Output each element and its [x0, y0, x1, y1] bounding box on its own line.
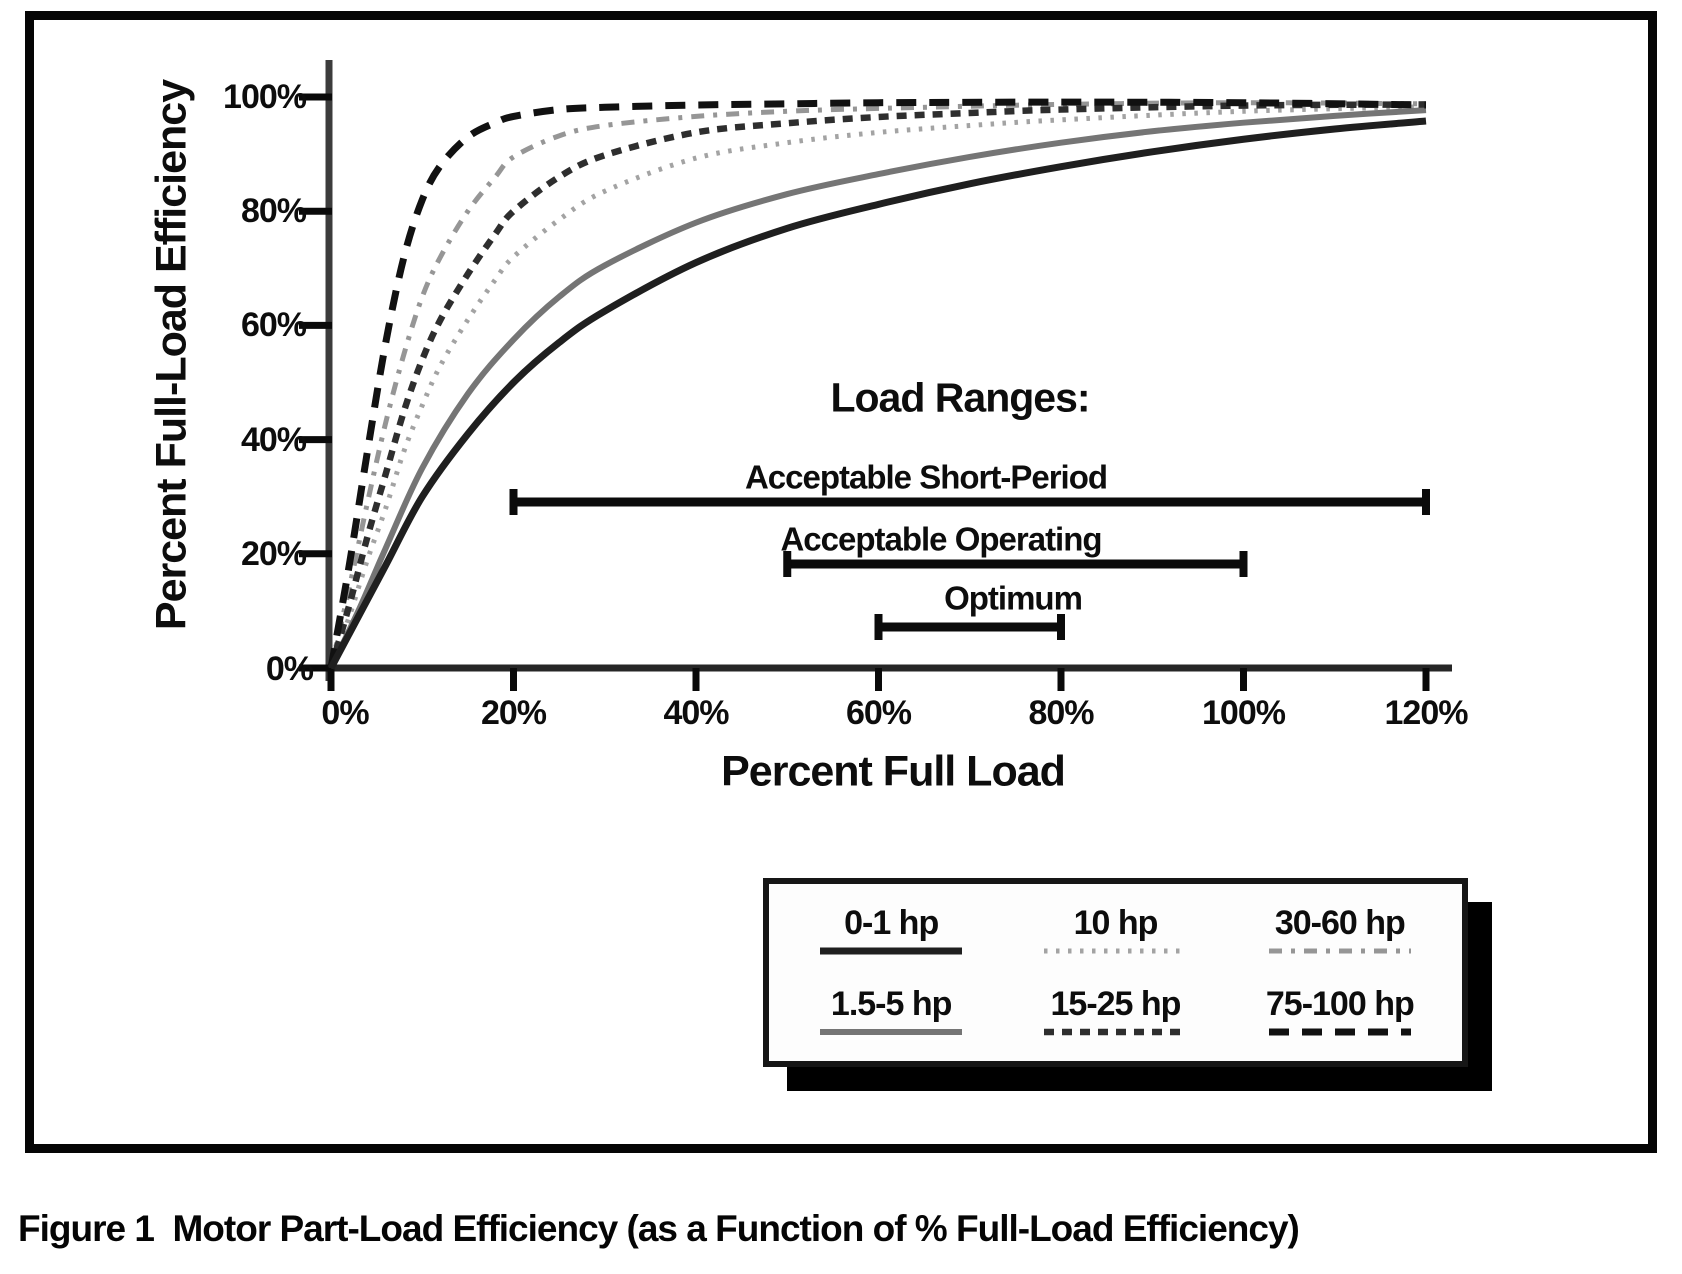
- legend-item-label: 30-60 hp: [1274, 904, 1406, 943]
- x-tick-label: 100%: [1202, 694, 1286, 732]
- x-tick-label: 0%: [321, 694, 369, 732]
- legend-line-sample: [820, 947, 963, 955]
- legend-item: 10 hp: [1040, 906, 1190, 958]
- legend-item: 0-1 hp: [816, 906, 966, 958]
- legend-item-label: 75-100 hp: [1265, 984, 1415, 1023]
- y-tick-label: 60%: [240, 306, 307, 345]
- curve-15-25hp: [327, 101, 1427, 669]
- y-tick-label: 40%: [240, 420, 307, 459]
- load-range-label: Acceptable Operating: [780, 520, 1102, 558]
- legend-item-label: 10 hp: [1073, 904, 1159, 943]
- legend-item-label: 15-25 hp: [1050, 984, 1182, 1023]
- curve-30-60hp: [328, 100, 1427, 669]
- legend-item: 1.5-5 hp: [816, 987, 966, 1039]
- legend-item: 30-60 hp: [1265, 906, 1415, 958]
- legend-box: 0-1 hp 10 hp 30-60 hp 1.5-5 hp 15-25 hp 75-10…: [763, 878, 1468, 1067]
- x-tick-label: 40%: [663, 694, 729, 732]
- legend-line-sample: [1268, 948, 1411, 954]
- figure-caption: Figure 1 Motor Part-Load Efficiency (as …: [18, 1208, 1300, 1249]
- x-tick-label: 120%: [1384, 694, 1469, 732]
- legend-item-label: 0-1 hp: [844, 904, 939, 943]
- x-axis-title: Percent Full Load: [721, 747, 1066, 796]
- load-range-label: Acceptable Short-Period: [744, 458, 1108, 496]
- y-tick-label: 20%: [240, 534, 307, 573]
- legend-item-label: 1.5-5 hp: [830, 984, 952, 1023]
- legend-line-sample: [1044, 948, 1187, 954]
- legend-line-sample: [820, 1028, 963, 1035]
- y-tick-label: 80%: [240, 192, 307, 231]
- load-range-label: Optimum: [944, 579, 1083, 617]
- curve-10hp: [328, 104, 1427, 669]
- curve-75-100hp: [327, 98, 1427, 669]
- y-tick-label: 100%: [223, 78, 307, 116]
- legend-item: 75-100 hp: [1265, 987, 1415, 1039]
- load-ranges-title: Load Ranges:: [830, 374, 1090, 421]
- legend-line-sample: [1268, 1028, 1411, 1036]
- x-tick-label: 80%: [1028, 694, 1094, 732]
- curve-0-1hp: [327, 117, 1427, 670]
- legend-item: 15-25 hp: [1040, 987, 1190, 1039]
- y-axis-title: Percent Full-Load Efficiency: [147, 79, 196, 631]
- x-tick-label: 60%: [845, 694, 912, 732]
- x-tick-label: 20%: [480, 694, 547, 732]
- curve-1.5-5hp: [328, 107, 1427, 670]
- y-tick-label: 0%: [265, 650, 314, 688]
- legend-line-sample: [1044, 1028, 1187, 1035]
